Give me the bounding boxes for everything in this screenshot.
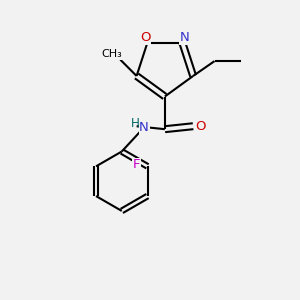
Text: O: O: [140, 31, 150, 44]
Text: F: F: [133, 158, 140, 171]
Text: H: H: [131, 117, 140, 130]
Text: N: N: [180, 31, 190, 44]
Text: N: N: [139, 121, 149, 134]
Text: CH₃: CH₃: [101, 49, 122, 59]
Text: O: O: [195, 120, 206, 133]
